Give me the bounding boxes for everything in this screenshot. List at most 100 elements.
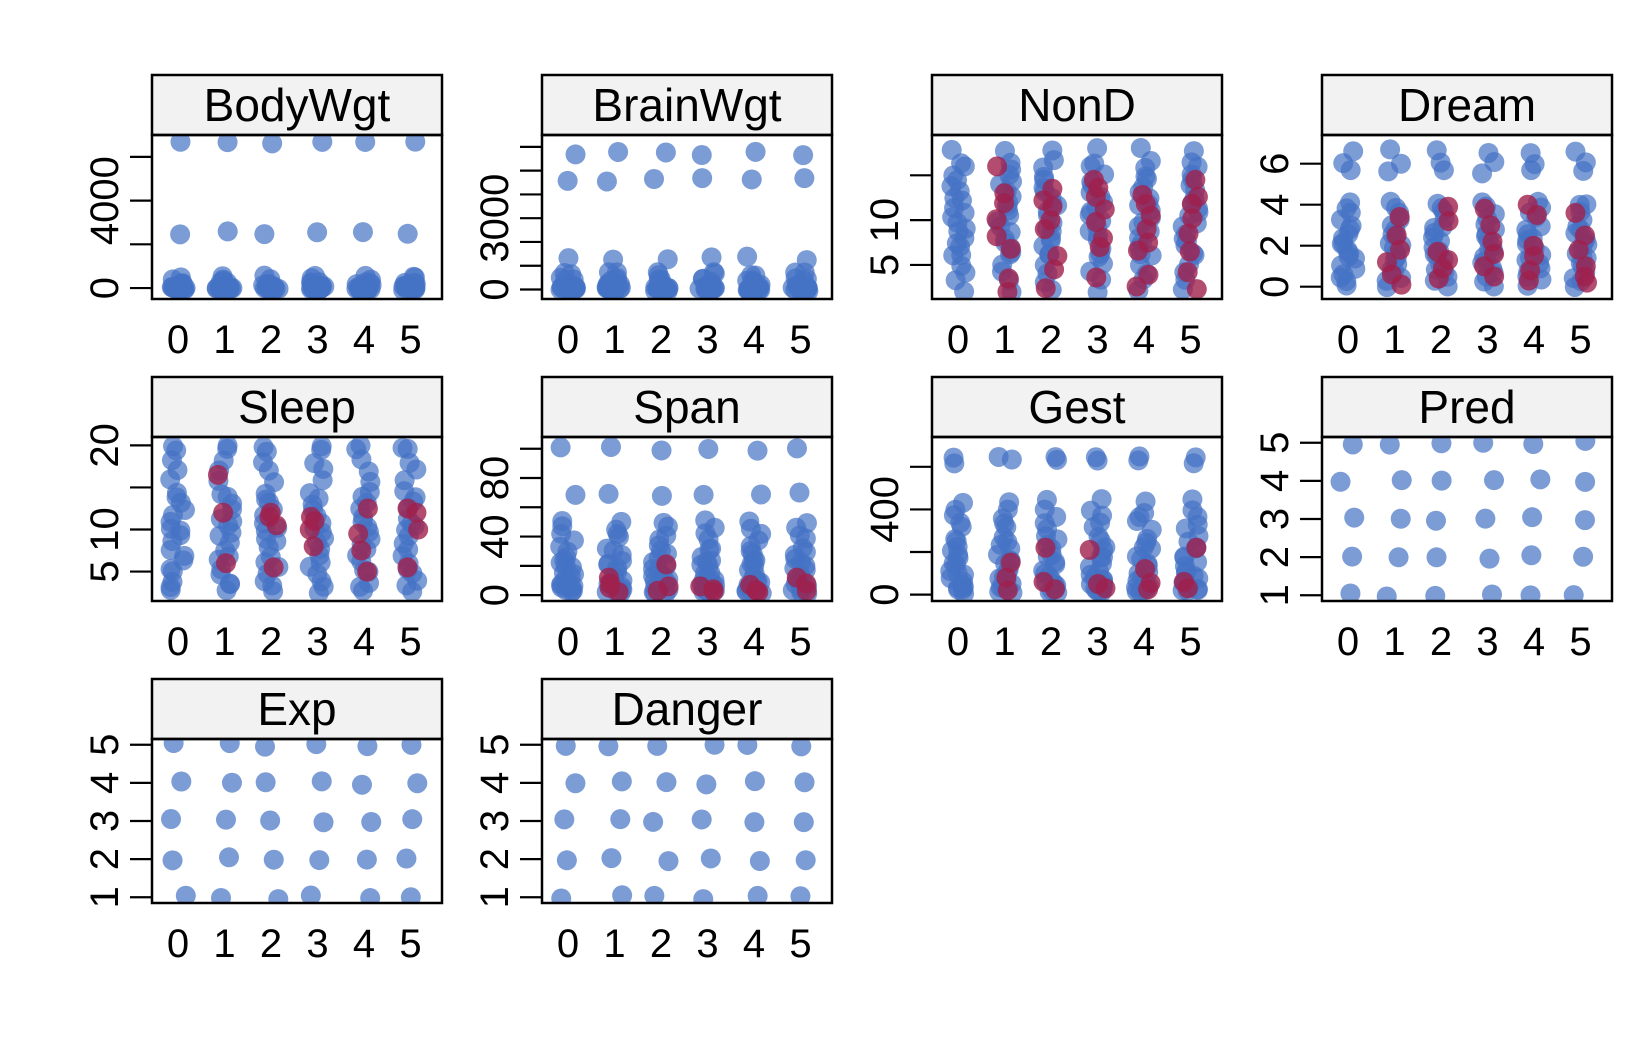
observed-point	[162, 850, 183, 871]
imputed-point	[994, 183, 1015, 204]
observed-point	[221, 772, 242, 793]
y-tick-label: 2	[473, 848, 517, 870]
observed-point	[1575, 437, 1596, 451]
y-tick-label: 0	[1253, 276, 1297, 298]
panel-frame	[540, 435, 834, 603]
observed-point	[1042, 140, 1063, 161]
x-tick-label: 1	[603, 318, 625, 362]
observed-point	[211, 887, 231, 903]
observed-point	[1484, 470, 1505, 491]
x-tick-label: 0	[1337, 620, 1359, 664]
observed-point	[795, 850, 816, 871]
observed-point	[698, 438, 719, 459]
imputed-point	[1482, 231, 1503, 252]
imputed-point	[1565, 202, 1586, 223]
observed-point	[749, 851, 770, 872]
y-tick-label: 3000	[473, 174, 517, 263]
x-tick-label: 1	[603, 922, 625, 966]
y-tick-label: 4	[1253, 194, 1297, 216]
imputed-point	[658, 576, 679, 597]
observed-point	[253, 437, 274, 458]
x-tick-label: 0	[167, 922, 189, 966]
strip-header	[930, 73, 1224, 137]
observed-point	[656, 772, 677, 793]
observed-point	[1475, 508, 1496, 529]
imputed-point	[1042, 178, 1063, 199]
observed-point	[695, 510, 716, 531]
observed-point	[1565, 141, 1586, 162]
y-tick-label: 0	[473, 584, 517, 606]
observed-point	[392, 437, 413, 458]
x-tick-label: 2	[1040, 620, 1062, 664]
x-tick-label: 5	[789, 922, 811, 966]
imputed-point	[1376, 252, 1397, 273]
observed-point	[219, 739, 240, 754]
imputed-point	[1480, 215, 1501, 236]
x-tick-label: 2	[260, 318, 282, 362]
x-tick-label: 1	[993, 620, 1015, 664]
observed-point	[175, 885, 196, 903]
points	[161, 739, 428, 903]
y-tick-label: 5	[863, 254, 907, 276]
observed-point	[1431, 437, 1452, 454]
observed-point	[299, 483, 320, 504]
imputed-point	[656, 554, 677, 575]
observed-point	[791, 739, 812, 757]
observed-point	[217, 437, 238, 456]
y-tick-label: 2	[1253, 235, 1297, 257]
imputed-point	[1092, 228, 1113, 249]
observed-point	[643, 811, 664, 832]
observed-point	[1380, 139, 1401, 160]
observed-point	[557, 170, 578, 191]
observed-point	[311, 771, 332, 792]
panel-frame	[1320, 435, 1614, 603]
observed-point	[1141, 519, 1162, 540]
observed-point	[1523, 437, 1544, 455]
observed-point	[1425, 510, 1446, 531]
x-tick-label: 4	[1133, 620, 1155, 664]
x-tick-label: 3	[306, 318, 328, 362]
imputed-point	[1186, 279, 1207, 299]
observed-point	[1342, 546, 1363, 567]
observed-point	[254, 739, 275, 757]
observed-point	[399, 277, 420, 298]
y-axis: 1 2 3 4 5	[473, 734, 542, 908]
panel-title: BodyWgt	[204, 79, 391, 131]
imputed-point	[1574, 225, 1595, 246]
observed-point	[161, 809, 182, 830]
observed-point	[1340, 583, 1361, 601]
observed-point	[171, 771, 192, 792]
x-tick-label: 0	[557, 318, 579, 362]
observed-point	[1340, 192, 1361, 213]
observed-point	[737, 246, 758, 267]
x-tick-label: 3	[306, 620, 328, 664]
y-tick-label: 2	[83, 848, 127, 870]
x-tick-label: 3	[1476, 620, 1498, 664]
x-tick-label: 4	[353, 922, 375, 966]
points	[1330, 139, 1598, 298]
x-tick-label: 3	[1086, 620, 1108, 664]
panel-frame	[930, 133, 1224, 301]
imputed-point	[1033, 571, 1054, 592]
observed-point	[1390, 508, 1411, 529]
x-tick-label: 3	[306, 922, 328, 966]
imputed-point	[348, 523, 369, 544]
observed-point	[400, 887, 421, 903]
observed-point	[311, 437, 332, 457]
observed-point	[351, 774, 372, 795]
x-tick-label: 0	[557, 922, 579, 966]
observed-point	[1130, 137, 1151, 158]
imputed-point	[1035, 537, 1056, 558]
observed-point	[786, 438, 807, 459]
observed-point	[313, 812, 334, 833]
imputed-point	[1047, 245, 1068, 266]
observed-point	[1185, 447, 1206, 468]
panel-frame	[540, 133, 834, 301]
observed-point	[312, 135, 333, 152]
